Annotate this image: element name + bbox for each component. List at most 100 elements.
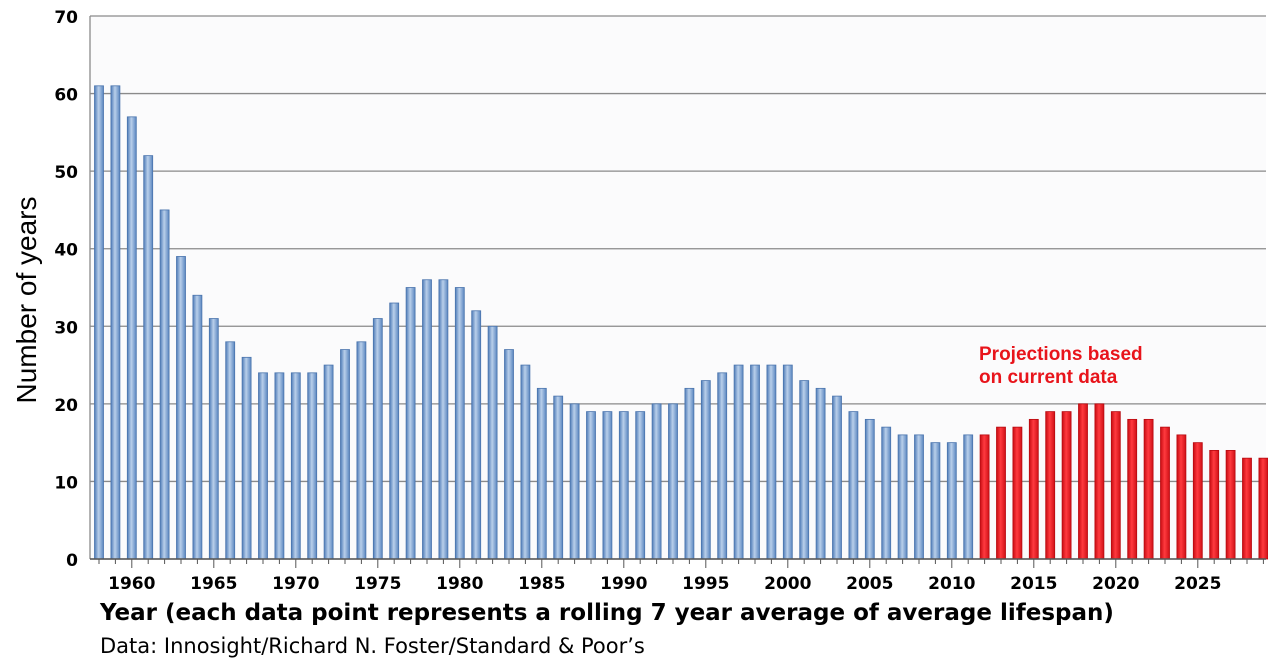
bar-projection [996,426,1006,560]
bar-historical [864,418,875,560]
bar-projection [1094,403,1105,560]
x-tick-label: 1985 [518,574,565,594]
bar-historical [258,372,268,560]
x-axis-label: Year (each data point represents a rolli… [100,600,1114,626]
x-tick-label: 1960 [108,574,155,594]
bar-projection [1176,434,1187,560]
bar-projection [1028,418,1039,560]
bar-historical [471,310,482,560]
x-tick-label: 2000 [764,574,811,594]
bar-historical [356,341,367,560]
y-tick-label: 40 [54,241,78,261]
bar-chart: 0 10 20 30 40 50 60 70 1960 1965 1970 1975 1980 1985… [11,8,1268,594]
bar-projection [1192,442,1203,560]
bar-historical [323,364,334,560]
bar-historical [618,411,629,560]
bar-historical [94,85,104,560]
bar-historical [126,116,137,560]
data-source: Data: Innosight/Richard N. Foster/Standa… [100,634,645,658]
x-tick-label: 1990 [600,574,647,594]
x-tick-label: 2005 [846,574,893,594]
x-axis: 1960 1965 1970 1975 1980 1985 1990 1995 2000 2005… [90,558,1266,594]
bar-historical [536,387,547,560]
bar-historical [914,434,924,560]
bar-projection [1078,403,1088,560]
bar-historical [717,372,728,560]
bar-historical [930,442,941,560]
bar-historical [602,411,613,560]
bar-historical [438,279,449,560]
bar-historical [405,287,416,560]
x-tick-label: 2025 [1174,574,1221,594]
y-tick-label: 60 [54,86,78,106]
bar-historical [700,380,711,560]
bar-historical [241,356,252,560]
bar-historical [340,349,350,560]
bar-projection [1061,411,1072,560]
x-tick-label: 1965 [190,574,237,594]
bar-historical [897,434,908,560]
bar-historical [454,287,465,560]
y-tick-label: 50 [54,163,78,183]
y-tick-label: 0 [66,551,78,571]
bar-historical [159,209,170,560]
bar-historical [487,325,498,560]
bar-projection [1045,411,1056,560]
bar-projection [1225,449,1236,560]
bar-historical [766,364,777,560]
y-axis-label: Number of years [11,197,42,404]
bar-historical [799,380,810,560]
bar-historical [225,341,236,560]
x-tick-label: 1970 [272,574,319,594]
bar-historical [684,387,695,560]
bar-historical [208,318,219,560]
bar-historical [422,279,432,560]
y-tick-label: 20 [54,396,78,416]
bar-projection [1110,411,1121,560]
bar-historical [832,395,842,560]
x-tick-label: 1995 [682,574,729,594]
bar-historical [963,434,974,560]
bar-historical [290,372,301,560]
bar-historical [192,294,203,560]
x-tick-label: 2020 [1092,574,1139,594]
x-tick-label: 1980 [436,574,483,594]
bar-historical [848,411,859,560]
bar-projection [1258,457,1268,560]
bar-projection [1209,449,1220,560]
bar-historical [143,155,154,560]
bar-historical [307,372,318,560]
projection-annotation: Projections based on current data [979,344,1143,388]
y-axis: 0 10 20 30 40 50 60 70 [54,8,78,571]
grid-lines [89,15,1266,560]
bar-projection [1012,426,1023,560]
bar-historical [176,256,186,560]
bar-historical [569,403,580,560]
y-tick-label: 10 [54,473,78,493]
bar-historical [389,302,400,560]
bar-historical [651,403,662,560]
bar-historical [815,387,826,560]
bar-historical [110,85,121,560]
bar-historical [553,395,564,560]
bars [94,85,1268,560]
y-tick-label: 70 [54,8,78,28]
annotation-line-1: Projections based [979,344,1143,365]
bar-projection [1242,457,1252,560]
bar-historical [881,426,892,560]
bar-historical [635,411,646,560]
x-tick-label: 2015 [1010,574,1057,594]
bar-historical [586,411,596,560]
bar-historical [504,349,514,560]
y-tick-label: 30 [54,318,78,338]
bar-historical [274,372,285,560]
bar-historical [946,442,957,560]
bar-projection [1160,426,1170,560]
x-tick-label: 2010 [928,574,975,594]
bar-historical [733,364,744,560]
bar-projection [1143,418,1154,560]
bar-historical [782,364,793,560]
bar-historical [668,403,678,560]
x-tick-label: 1975 [354,574,401,594]
bar-projection [979,434,990,560]
